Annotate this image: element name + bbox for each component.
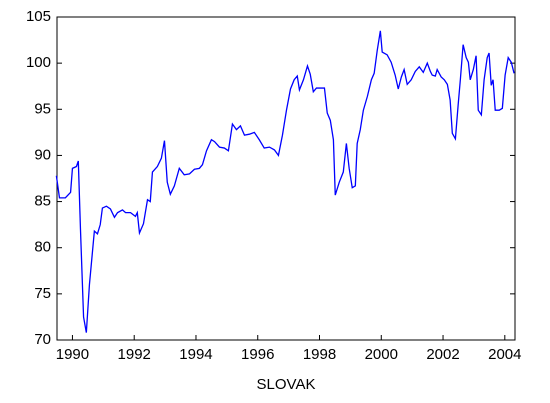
- x-tick-label: 1996: [241, 346, 274, 363]
- y-tick-label: 95: [34, 100, 51, 117]
- data-line: [55, 30, 515, 333]
- y-tick-label: 100: [26, 54, 51, 71]
- x-axis-label: SLOVAK: [257, 376, 316, 393]
- plot-frame: [56, 16, 516, 341]
- x-tick-label: 1992: [118, 346, 151, 363]
- x-tick-label: 2002: [426, 346, 459, 363]
- x-tick-label: 1990: [56, 346, 89, 363]
- x-tick-label: 1994: [179, 346, 212, 363]
- y-tick-label: 70: [34, 331, 51, 348]
- y-tick-label: 80: [34, 239, 51, 256]
- x-tick-label: 2000: [365, 346, 398, 363]
- y-tick-label: 90: [34, 146, 51, 163]
- y-tick-label: 85: [34, 193, 51, 210]
- y-tick-label: 75: [34, 285, 51, 302]
- y-tick-label: 105: [26, 8, 51, 25]
- x-tick-label: 1998: [303, 346, 336, 363]
- x-tick-label: 2004: [488, 346, 521, 363]
